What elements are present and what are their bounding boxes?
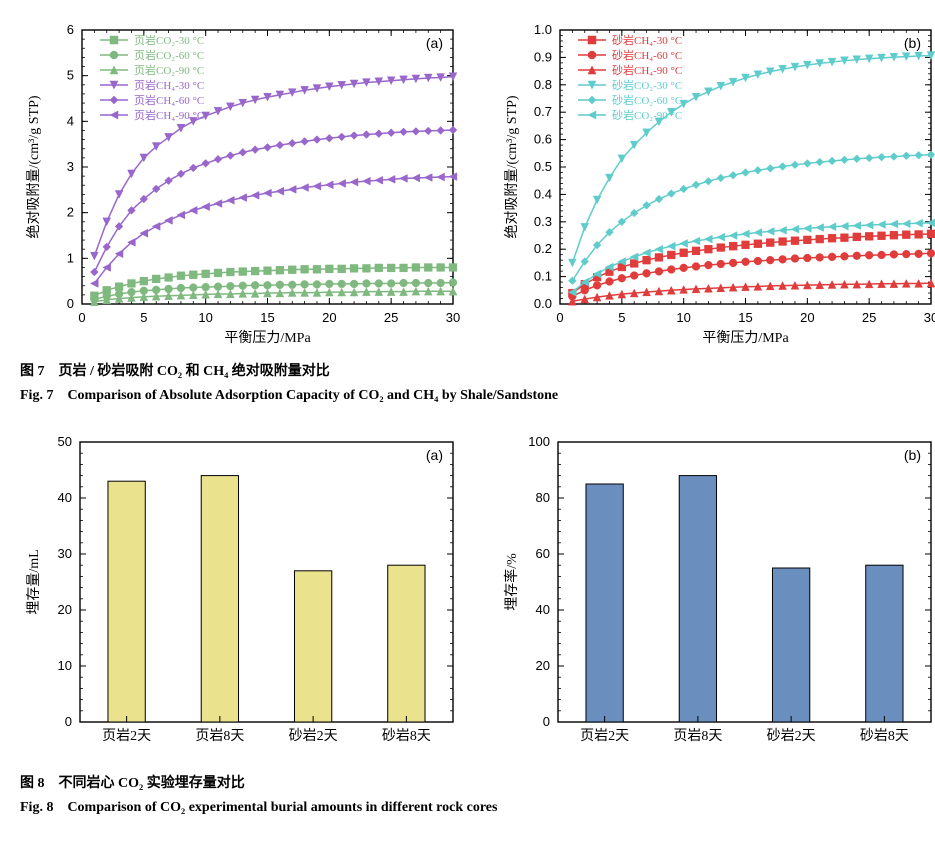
- svg-text:砂岩CH₄-30 °C: 砂岩CH₄-30 °C: [612, 33, 682, 47]
- fig7-caption-en: Fig. 7 Comparison of Absolute Adsorption…: [20, 384, 935, 404]
- svg-text:30: 30: [58, 546, 72, 561]
- fig8-row: 0 10 20 30 40 50 页岩2天 页岩8天 砂岩2天 砂岩8天 埋存量/mL (a) 0 20…: [20, 432, 935, 762]
- svg-text:0.7: 0.7: [533, 104, 551, 119]
- svg-text:2: 2: [67, 205, 74, 220]
- svg-text:平衡压力/MPa: 平衡压力/MPa: [224, 330, 311, 346]
- svg-text:0.5: 0.5: [533, 159, 551, 174]
- svg-text:5: 5: [618, 310, 625, 325]
- svg-text:页岩CH₄-90 °C: 页岩CH₄-90 °C: [134, 108, 204, 122]
- svg-text:10: 10: [198, 310, 212, 325]
- fig7-panel-a: 0 5 10 15 20 25 30 0 1 2 3 4 5 6 平衡压力/MPa 绝对吸附量/(cm³/g …: [20, 20, 478, 350]
- fig7b-svg: 0 5 10 15 20 25 30 0.0 0.1 0.2 0.3 0.4 0.5 0.6 0.7 0.8 0…: [498, 20, 935, 350]
- svg-text:绝对吸附量/(cm³/g STP): 绝对吸附量/(cm³/g STP): [26, 95, 42, 238]
- fig7-row: 0 5 10 15 20 25 30 0 1 2 3 4 5 6 平衡压力/MPa 绝对吸附量/(cm³/g …: [20, 20, 935, 350]
- svg-text:40: 40: [535, 602, 549, 617]
- fig8b-svg: 0 20 40 60 80 100 页岩2天 页岩8天 砂岩2天 砂岩8天 埋存率/% (b): [498, 432, 935, 762]
- svg-text:0.9: 0.9: [533, 49, 551, 64]
- svg-text:1.0: 1.0: [533, 22, 551, 37]
- svg-text:绝对吸附量/(cm³/g STP): 绝对吸附量/(cm³/g STP): [504, 95, 520, 238]
- svg-text:0.4: 0.4: [533, 186, 551, 201]
- svg-text:(a): (a): [426, 35, 443, 51]
- svg-text:页岩2天: 页岩2天: [580, 728, 629, 744]
- svg-text:4: 4: [67, 113, 74, 128]
- svg-text:80: 80: [535, 490, 549, 505]
- svg-text:0: 0: [67, 296, 74, 311]
- svg-text:砂岩8天: 砂岩8天: [859, 728, 908, 744]
- svg-text:10: 10: [58, 658, 72, 673]
- svg-text:20: 20: [800, 310, 814, 325]
- svg-text:平衡压力/MPa: 平衡压力/MPa: [702, 330, 789, 346]
- svg-text:100: 100: [528, 434, 550, 449]
- svg-text:页岩CO₂-30 °C: 页岩CO₂-30 °C: [134, 33, 204, 47]
- svg-text:1: 1: [67, 250, 74, 265]
- svg-text:30: 30: [923, 310, 935, 325]
- svg-text:埋存量/mL: 埋存量/mL: [26, 549, 42, 614]
- svg-text:25: 25: [384, 310, 398, 325]
- svg-text:0: 0: [78, 310, 85, 325]
- svg-text:6: 6: [67, 22, 74, 37]
- svg-text:40: 40: [58, 490, 72, 505]
- page-container: 0 5 10 15 20 25 30 0 1 2 3 4 5 6 平衡压力/MPa 绝对吸附量/(cm³/g …: [20, 20, 935, 816]
- svg-text:页岩8天: 页岩8天: [673, 728, 722, 744]
- fig8-panel-a: 0 10 20 30 40 50 页岩2天 页岩8天 砂岩2天 砂岩8天 埋存量/mL (a): [20, 432, 478, 762]
- svg-text:20: 20: [322, 310, 336, 325]
- svg-text:页岩CH₄-30 °C: 页岩CH₄-30 °C: [134, 78, 204, 92]
- svg-text:砂岩CH₄-90 °C: 砂岩CH₄-90 °C: [612, 63, 682, 77]
- svg-text:(b): (b): [903, 35, 920, 51]
- svg-text:砂岩CO₂-30 °C: 砂岩CO₂-30 °C: [612, 78, 682, 92]
- svg-text:0: 0: [542, 714, 549, 729]
- svg-text:0: 0: [65, 714, 72, 729]
- svg-text:15: 15: [260, 310, 274, 325]
- fig8-caption-zh: 图 8 不同岩心 CO₂ 实验埋存量对比: [20, 772, 935, 792]
- svg-text:5: 5: [67, 68, 74, 83]
- svg-text:0.1: 0.1: [533, 269, 551, 284]
- svg-text:0.8: 0.8: [533, 77, 551, 92]
- svg-text:0.2: 0.2: [533, 241, 551, 256]
- svg-text:0.3: 0.3: [533, 214, 551, 229]
- svg-text:砂岩CH₄-60 °C: 砂岩CH₄-60 °C: [612, 48, 682, 62]
- svg-text:页岩CO₂-60 °C: 页岩CO₂-60 °C: [134, 48, 204, 62]
- svg-text:50: 50: [58, 434, 72, 449]
- svg-text:砂岩CO₂-60 °C: 砂岩CO₂-60 °C: [612, 93, 682, 107]
- svg-text:埋存率/%: 埋存率/%: [503, 553, 520, 611]
- svg-text:25: 25: [861, 310, 875, 325]
- svg-text:0.0: 0.0: [533, 296, 551, 311]
- svg-text:页岩CO₂-90 °C: 页岩CO₂-90 °C: [134, 63, 204, 77]
- svg-text:页岩CH₄-60 °C: 页岩CH₄-60 °C: [134, 93, 204, 107]
- svg-text:0.6: 0.6: [533, 132, 551, 147]
- svg-text:砂岩CO₂-90 °C: 砂岩CO₂-90 °C: [612, 108, 682, 122]
- fig8-panel-b: 0 20 40 60 80 100 页岩2天 页岩8天 砂岩2天 砂岩8天 埋存率/% (b): [498, 432, 935, 762]
- fig7a-svg: 0 5 10 15 20 25 30 0 1 2 3 4 5 6 平衡压力/MPa 绝对吸附量/(cm³/g …: [20, 20, 465, 350]
- svg-text:砂岩2天: 砂岩2天: [766, 728, 815, 744]
- svg-text:(b): (b): [903, 447, 920, 463]
- fig8-caption-en: Fig. 8 Comparison of CO₂ experimental bu…: [20, 796, 935, 816]
- fig7-caption: 图 7 页岩 / 砂岩吸附 CO₂ 和 CH₄ 绝对吸附量对比 Fig. 7 C…: [20, 360, 935, 404]
- svg-text:页岩8天: 页岩8天: [195, 728, 244, 744]
- svg-text:砂岩8天: 砂岩8天: [382, 728, 431, 744]
- svg-text:30: 30: [446, 310, 460, 325]
- svg-text:60: 60: [535, 546, 549, 561]
- svg-text:15: 15: [738, 310, 752, 325]
- svg-text:0: 0: [556, 310, 563, 325]
- svg-text:砂岩2天: 砂岩2天: [289, 728, 338, 744]
- fig7-caption-zh: 图 7 页岩 / 砂岩吸附 CO₂ 和 CH₄ 绝对吸附量对比: [20, 360, 935, 380]
- fig8-caption: 图 8 不同岩心 CO₂ 实验埋存量对比 Fig. 8 Comparison o…: [20, 772, 935, 816]
- fig7-panel-b: 0 5 10 15 20 25 30 0.0 0.1 0.2 0.3 0.4 0.5 0.6 0.7 0.8 0…: [498, 20, 935, 350]
- svg-text:20: 20: [58, 602, 72, 617]
- svg-text:(a): (a): [426, 447, 443, 463]
- svg-text:3: 3: [67, 159, 74, 174]
- fig8a-svg: 0 10 20 30 40 50 页岩2天 页岩8天 砂岩2天 砂岩8天 埋存量/mL (a): [20, 432, 465, 762]
- svg-text:页岩2天: 页岩2天: [102, 728, 151, 744]
- svg-text:10: 10: [676, 310, 690, 325]
- svg-text:20: 20: [535, 658, 549, 673]
- svg-text:5: 5: [140, 310, 147, 325]
